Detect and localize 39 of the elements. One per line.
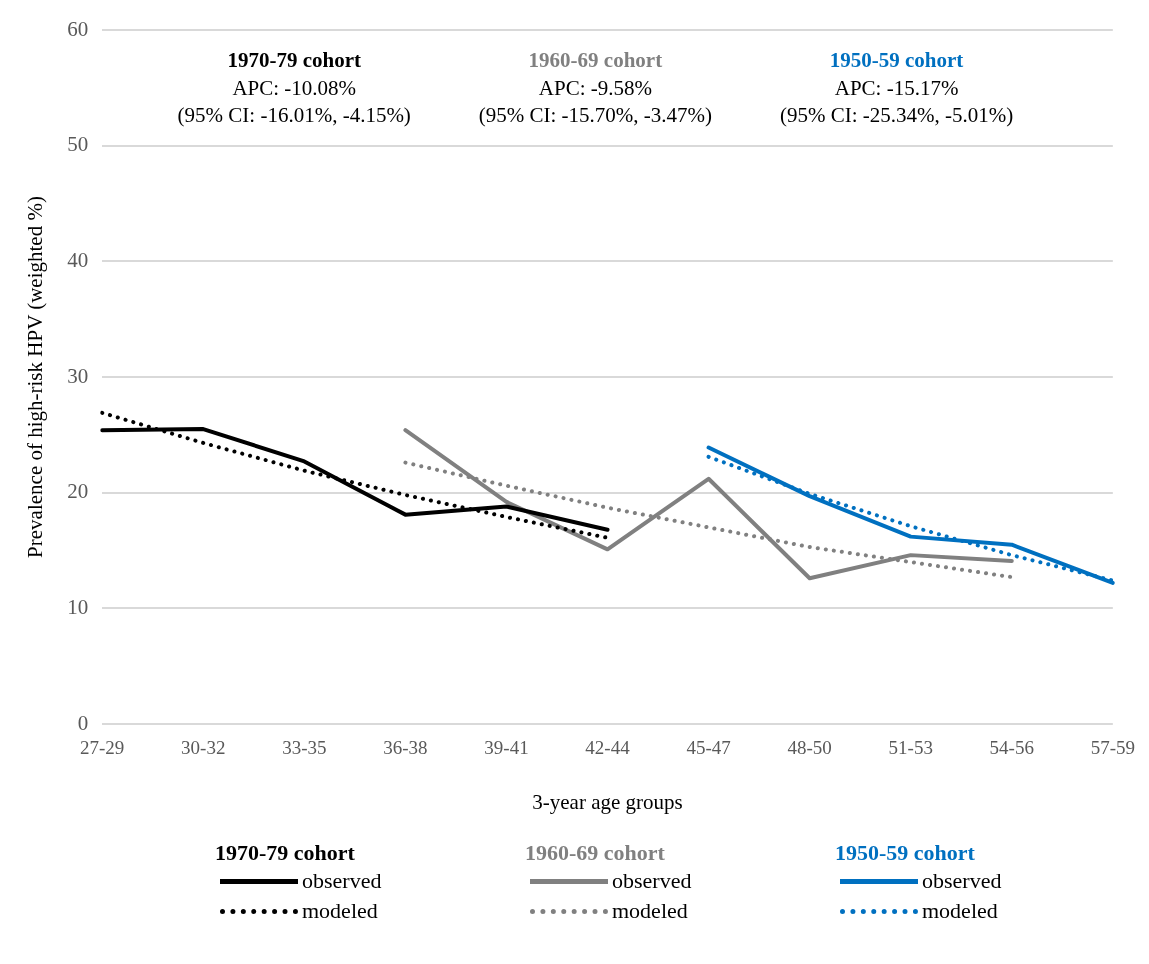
y-tick-label: 10 [67,594,89,619]
y-axis-title: Prevalence of high-risk HPV (weighted %) [23,196,48,558]
x-tick-label: 48-50 [787,737,832,759]
y-tick-label: 30 [67,363,89,388]
annotation: APC: -10.08% [232,75,357,100]
legend-label: observed [612,868,692,894]
annotation: 1970-79 cohort [227,48,361,73]
x-tick-label: 36-38 [383,737,428,759]
annotation: 1960-69 cohort [528,48,663,73]
y-tick-label: 60 [67,16,89,41]
x-tick-label: 45-47 [686,737,731,759]
legend-label: observed [922,868,1002,894]
x-axis-title: 3-year age groups [532,789,683,814]
x-tick-label: 33-35 [282,737,327,759]
x-tick-label: 57-59 [1090,737,1135,759]
annotation: (95% CI: -16.01%, -4.15%) [177,102,411,127]
annotation: 1950-59 cohort [829,48,964,73]
annotation: (95% CI: -15.70%, -3.47%) [478,102,713,127]
y-tick-label: 20 [67,479,89,504]
y-tick-label: 40 [67,247,89,272]
annotation: (95% CI: -25.34%, -5.01%) [779,102,1014,127]
legend-label: modeled [302,898,378,924]
text: 1950-59 cohort [835,840,976,866]
x-tick-label: 54-56 [989,737,1034,759]
x-tick-label: 51-53 [888,737,933,759]
x-tick-label: 42-44 [585,737,631,759]
x-tick-label: 27-29 [80,737,125,759]
y-tick-label: 0 [77,710,89,735]
annotation: APC: -9.58% [538,75,652,100]
line-series [100,410,610,540]
text: 1960-69 cohort [525,840,666,866]
x-tick-label: 30-32 [181,737,226,759]
legend-label: modeled [612,898,688,924]
x-tick-label: 39-41 [484,737,529,759]
text: 1970-79 cohort [215,840,356,866]
y-tick-label: 50 [67,132,89,157]
annotation: APC: -15.17% [834,75,959,100]
legend-label: observed [302,868,382,894]
legend-label: modeled [922,898,998,924]
